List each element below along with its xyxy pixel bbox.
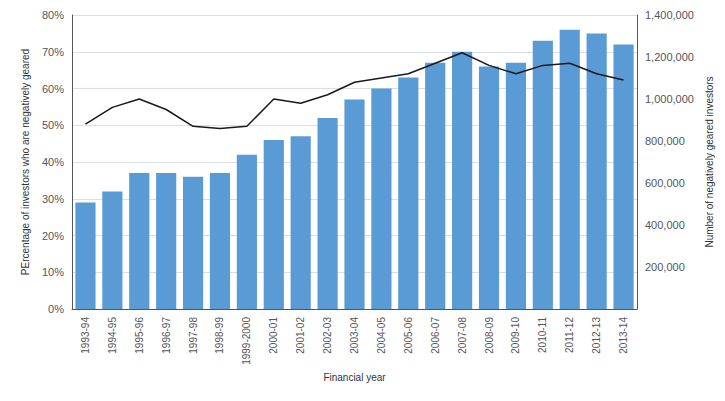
svg-text:2011-12: 2011-12: [564, 317, 575, 353]
svg-text:800,000: 800,000: [645, 135, 685, 147]
svg-text:2012-13: 2012-13: [591, 317, 602, 354]
svg-text:1998-99: 1998-99: [214, 317, 225, 354]
svg-text:400,000: 400,000: [645, 219, 685, 231]
svg-text:0%: 0%: [48, 303, 64, 315]
svg-text:200,000: 200,000: [645, 261, 685, 273]
svg-text:30%: 30%: [42, 193, 64, 205]
svg-text:1995-96: 1995-96: [134, 317, 145, 354]
svg-text:2007-08: 2007-08: [457, 317, 468, 354]
svg-text:Financial year: Financial year: [323, 372, 386, 383]
svg-text:1994-95: 1994-95: [107, 317, 118, 354]
svg-text:PErcentage of investors who ar: PErcentage of investors who are negative…: [20, 49, 31, 275]
svg-text:2000-01: 2000-01: [268, 317, 279, 354]
svg-text:1999-2000: 1999-2000: [241, 317, 252, 365]
svg-text:2009-10: 2009-10: [510, 317, 521, 354]
svg-text:1996-97: 1996-97: [161, 317, 172, 354]
svg-text:2005-06: 2005-06: [403, 317, 414, 354]
svg-text:80%: 80%: [42, 9, 64, 21]
svg-text:40%: 40%: [42, 156, 64, 168]
svg-text:60%: 60%: [42, 83, 64, 95]
svg-text:70%: 70%: [42, 46, 64, 58]
svg-text:1993-94: 1993-94: [80, 317, 91, 354]
svg-text:10%: 10%: [42, 266, 64, 278]
svg-text:2003-04: 2003-04: [349, 317, 360, 354]
svg-text:2006-07: 2006-07: [430, 317, 441, 354]
svg-text:Number of negatively geared in: Number of negatively geared investors: [704, 76, 715, 247]
svg-text:20%: 20%: [42, 230, 64, 242]
svg-text:2002-03: 2002-03: [322, 317, 333, 354]
svg-text:2008-09: 2008-09: [484, 317, 495, 354]
svg-text:600,000: 600,000: [645, 177, 685, 189]
svg-text:1,400,000: 1,400,000: [645, 9, 694, 21]
svg-text:2004-05: 2004-05: [376, 317, 387, 354]
svg-text:2013-14: 2013-14: [618, 317, 629, 354]
svg-text:1,200,000: 1,200,000: [645, 51, 694, 63]
svg-text:1997-98: 1997-98: [188, 317, 199, 354]
svg-text:2010-11: 2010-11: [537, 317, 548, 353]
svg-text:50%: 50%: [42, 119, 64, 131]
svg-text:1,000,000: 1,000,000: [645, 93, 694, 105]
svg-text:2001-02: 2001-02: [295, 317, 306, 354]
